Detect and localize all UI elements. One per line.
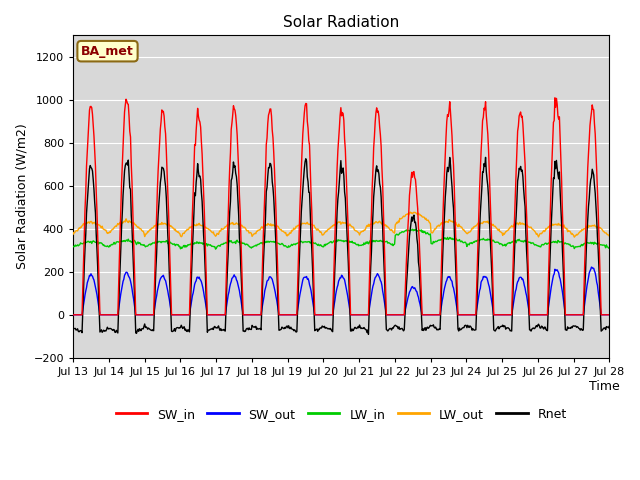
Title: Solar Radiation: Solar Radiation: [283, 15, 399, 30]
Text: BA_met: BA_met: [81, 45, 134, 58]
Legend: SW_in, SW_out, LW_in, LW_out, Rnet: SW_in, SW_out, LW_in, LW_out, Rnet: [111, 403, 572, 426]
Y-axis label: Solar Radiation (W/m2): Solar Radiation (W/m2): [15, 124, 28, 269]
X-axis label: Time: Time: [589, 380, 620, 394]
